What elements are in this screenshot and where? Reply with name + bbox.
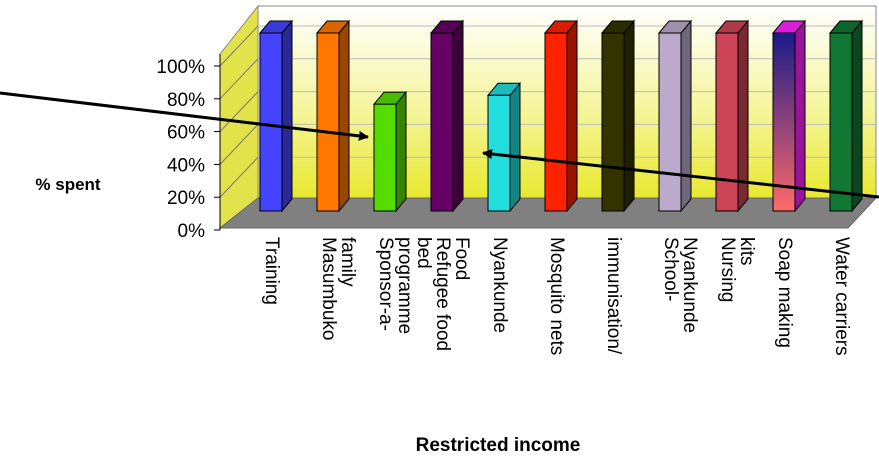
x-tick-label-line: Nyankunde [679, 237, 700, 333]
gridline-side [219, 124, 259, 165]
bar [771, 19, 807, 213]
x-tick-label: Nyankunde [489, 237, 510, 333]
y-axis-title: % spent [35, 175, 101, 194]
bar-front [715, 32, 739, 212]
annotation-arrow-left [0, 91, 369, 141]
bar-front [430, 32, 454, 212]
x-tick-label-line: Nyankunde [489, 237, 510, 333]
bar-front [316, 32, 340, 212]
gridline-side [219, 25, 259, 67]
bar-front [658, 32, 682, 212]
plot-side-wall [219, 4, 259, 230]
gridline-side [219, 58, 259, 100]
y-tick-label: 80% [167, 90, 205, 111]
y-axis-ticks: 0% 20% 40% 60% 80% 100% [156, 57, 220, 242]
gridline-side [219, 156, 259, 198]
y-tick-label: 100% [156, 57, 205, 78]
x-tick-label-line: School- [660, 237, 681, 301]
bar-side [794, 19, 806, 213]
x-tick-label: Water carriers [831, 237, 852, 356]
annotation-arrow-right [482, 149, 879, 199]
y-tick-label: 0% [178, 221, 206, 242]
y-tick-label: 60% [167, 123, 205, 144]
x-tick-label-line: Refugee food [432, 237, 453, 351]
bar [543, 19, 579, 213]
bar-side [452, 19, 464, 213]
x-tick-label: Mosquito nets [546, 237, 567, 355]
bar [258, 19, 294, 213]
bar [372, 90, 408, 213]
bar-front [259, 32, 283, 212]
x-tick-label-line: Sponsor-a- [375, 237, 396, 331]
bar [828, 19, 864, 213]
bar-front [544, 32, 568, 212]
bar-front [772, 32, 796, 212]
bar [657, 19, 693, 213]
bars-group [258, 19, 864, 213]
x-tick-label: Soap making [774, 237, 795, 348]
bar-front [373, 103, 397, 212]
bar-front [829, 32, 853, 212]
x-tick-label-line: Training [261, 237, 282, 305]
gridline-side [219, 91, 259, 132]
y-tick-label: 20% [167, 188, 205, 209]
x-tick-label-line: Food [451, 237, 472, 280]
x-tick-label-line: Mosquito nets [546, 237, 567, 355]
bar [429, 19, 465, 213]
x-tick-label: immunisation/ [603, 237, 624, 355]
bar-front [601, 32, 625, 212]
bar [714, 19, 750, 213]
bar-side [281, 19, 293, 213]
x-tick-label-line: family [337, 237, 358, 287]
x-tick-label-line: Water carriers [831, 237, 852, 356]
bar-side [851, 19, 863, 213]
x-tick-label-line: programme [394, 237, 415, 334]
x-tick-label-line: kits [736, 237, 757, 266]
bar [600, 19, 636, 213]
x-tick-label-line: Masumbuko [318, 237, 339, 341]
y-tick-label: 40% [167, 155, 205, 176]
bar-side [338, 19, 350, 213]
x-tick-label-line: Soap making [774, 237, 795, 348]
x-tick-label: School-Nyankunde [660, 237, 700, 333]
x-axis-title: Restricted income [416, 435, 581, 456]
x-tick-label-line: immunisation/ [603, 237, 624, 355]
x-tick-label-line: Nursing [717, 237, 738, 302]
bar-side [623, 19, 635, 213]
bar-side [680, 19, 692, 213]
bar-side [395, 90, 407, 213]
bar [486, 81, 522, 213]
bar-side [509, 81, 521, 213]
bar [315, 19, 351, 213]
x-tick-label-line: bed [413, 237, 434, 269]
bar-side [566, 19, 578, 213]
x-tick-label: Training [261, 237, 282, 305]
